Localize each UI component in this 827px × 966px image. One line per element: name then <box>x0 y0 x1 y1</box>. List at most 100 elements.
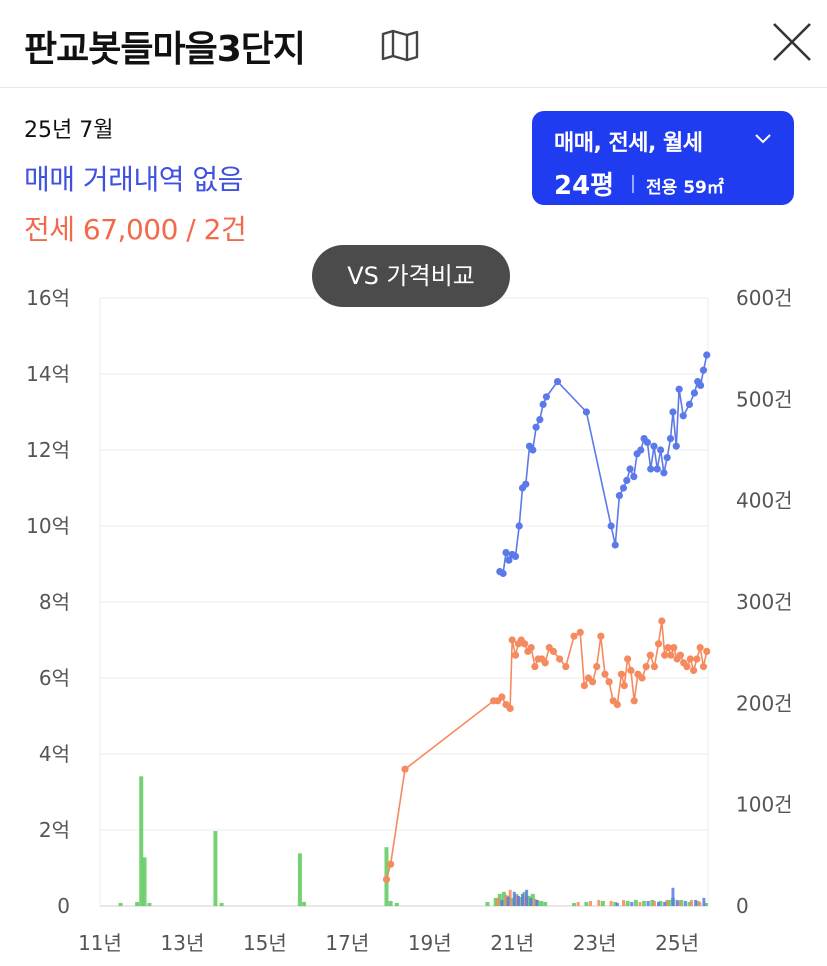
y-right-tick-label: 100건 <box>736 793 793 817</box>
volume_sale-bar <box>683 900 687 906</box>
sale-point <box>666 435 675 443</box>
volume_sale-bar <box>694 899 698 906</box>
summary-date: 25년 7월 <box>24 118 114 143</box>
volume-bar <box>679 899 684 906</box>
close-icon[interactable] <box>768 18 816 66</box>
volume_sale-bar <box>525 889 529 906</box>
sale-point <box>669 408 677 416</box>
jeonse-point <box>650 663 659 671</box>
y-right-tick-label: 600건 <box>736 286 793 310</box>
jeonse-point <box>597 632 605 640</box>
jeonse-point <box>658 617 666 625</box>
filter-area-detail: 전용 59㎡ <box>646 178 724 198</box>
jeonse-point <box>693 655 701 663</box>
volume_jeonse-bar <box>690 899 694 906</box>
filter-deal-types: 매매, 전세, 월세 <box>554 131 703 156</box>
x-tick-label: 21년 <box>490 931 534 955</box>
sale-point <box>660 469 668 477</box>
vs-compare-button[interactable]: VS 가격비교 <box>312 245 510 307</box>
sale-point <box>647 465 655 473</box>
deal-filter-button[interactable]: 매매, 전세, 월세 24평 전용 59㎡ <box>532 111 794 205</box>
volume_sale-bar <box>500 899 504 906</box>
sale-line <box>499 354 708 575</box>
jeonse-point <box>654 640 663 648</box>
sale-point <box>696 381 705 389</box>
volume_jeonse-bar <box>504 894 508 906</box>
jeonse-point <box>699 663 708 671</box>
jeonse-point <box>620 682 628 690</box>
jeonse-point <box>382 875 391 884</box>
volume_sale-bar <box>535 899 539 906</box>
volume_sale-bar <box>512 891 516 906</box>
volume-bar <box>147 902 152 906</box>
sale-point <box>607 522 615 530</box>
sale-point <box>623 476 631 484</box>
jeonse-point <box>576 628 584 636</box>
jeonse-point <box>642 663 650 671</box>
jeonse-point <box>401 765 409 773</box>
deal-summary: 25년 7월 매매 거래내역 없음 전세 67,000 / 2건 <box>24 112 247 248</box>
volume-bar <box>703 902 708 906</box>
sale-point <box>529 446 537 454</box>
jeonse-point <box>683 663 691 671</box>
volume-bar <box>543 901 548 906</box>
sale-point <box>663 454 671 462</box>
map-icon[interactable] <box>380 28 420 62</box>
volume-bar <box>501 891 506 906</box>
volume-bar <box>510 897 515 906</box>
y-right-tick-label: 500건 <box>736 387 793 411</box>
jeonse-point <box>531 663 539 671</box>
sale-point <box>619 484 628 492</box>
volume_jeonse-bar <box>621 899 625 906</box>
page-title: 판교봇들마을3단지 <box>24 29 306 70</box>
chevron-down-icon <box>755 134 771 144</box>
sale-point <box>630 473 638 481</box>
sale-point <box>699 366 708 374</box>
filter-area: 24평 <box>554 171 615 201</box>
volume_jeonse-bar <box>576 901 580 906</box>
volume_sale-bar <box>657 901 661 906</box>
sale-point <box>690 389 698 397</box>
volume-bar <box>658 900 663 906</box>
jeonse-point <box>556 655 564 663</box>
sale-point <box>542 393 551 401</box>
volume-bar <box>666 899 671 906</box>
y-left-tick-label: 8억 <box>39 590 70 614</box>
volume-bar <box>388 900 393 906</box>
price-chart: 0 2억 4억 6억 8억 10억 12억 14억 16억 0 100건 200건 300건 400건 50… <box>26 286 793 955</box>
jeonse-point <box>689 666 698 674</box>
sale-point <box>539 400 547 408</box>
jeonse-point <box>676 651 684 659</box>
sale-summary: 매매 거래내역 없음 <box>24 163 243 196</box>
volume_jeonse-bar <box>597 899 601 906</box>
sale-point <box>679 412 687 420</box>
y-left-tick-label: 10억 <box>26 514 70 538</box>
volume_jeonse-bar <box>665 899 669 906</box>
y-right-tick-label: 300건 <box>736 590 793 614</box>
jeonse-point <box>387 860 395 868</box>
sale-point <box>505 556 513 564</box>
jeonse-point <box>541 659 549 667</box>
jeonse-point <box>613 701 621 709</box>
jeonse-point <box>570 632 578 640</box>
jeonse-point <box>667 651 675 659</box>
volume-bar <box>530 893 535 906</box>
sale-point <box>553 378 562 386</box>
volume-bar <box>302 901 307 906</box>
volume_sale-bar <box>630 901 634 906</box>
y-right-tick-label: 0 <box>736 894 749 918</box>
volume_sale-bar <box>663 901 667 906</box>
y-left-tick-label: 16억 <box>26 286 70 310</box>
volume-bar <box>642 900 647 906</box>
jeonse-point <box>506 704 514 712</box>
jeonse-point <box>562 663 570 671</box>
volume-bar <box>633 899 638 906</box>
sale-point <box>582 408 591 416</box>
sale-point <box>502 549 510 557</box>
x-tick-label: 23년 <box>573 931 617 955</box>
x-tick-label: 13년 <box>161 931 205 955</box>
sale-point <box>532 423 540 431</box>
volume_jeonse-bar <box>698 901 702 906</box>
volume-bar <box>625 900 630 906</box>
sale-point <box>653 465 661 473</box>
